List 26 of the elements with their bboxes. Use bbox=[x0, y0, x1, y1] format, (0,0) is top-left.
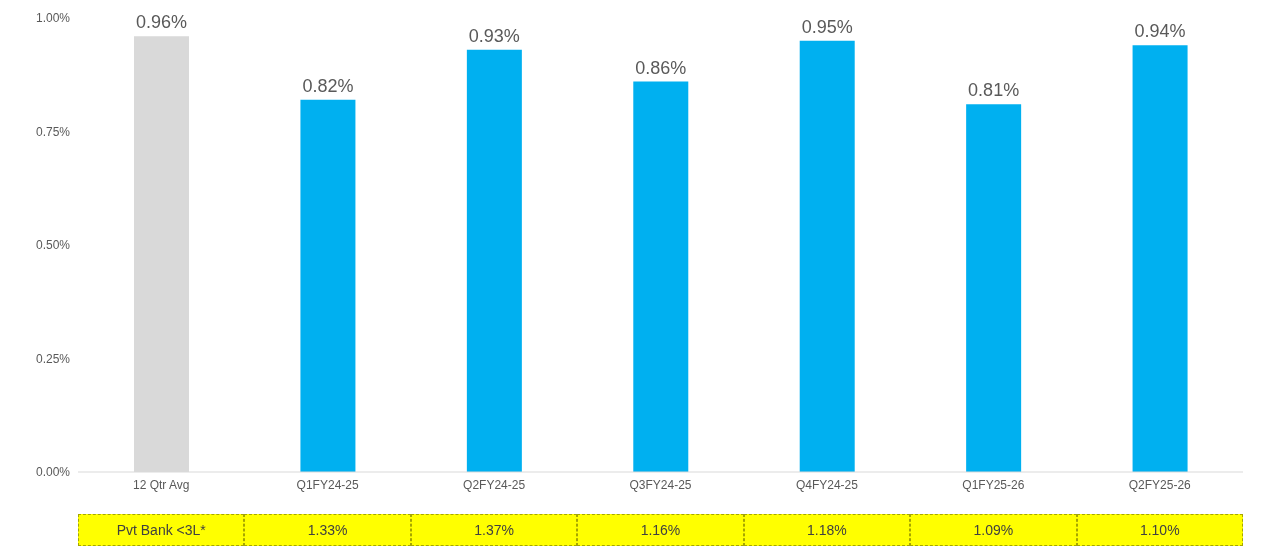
bar bbox=[1132, 45, 1188, 472]
data-label: 0.86% bbox=[635, 57, 687, 78]
y-tick-label: 1.00% bbox=[35, 11, 71, 26]
x-tick-label: Q1FY25-26 bbox=[962, 477, 1025, 492]
y-tick-label: 0.75% bbox=[35, 124, 71, 139]
x-tick-label: Q4FY24-25 bbox=[795, 477, 859, 492]
data-label: 0.82% bbox=[302, 75, 354, 96]
bar bbox=[633, 81, 689, 472]
table-row: Pvt Bank <3L* 1.33% 1.37% 1.16% 1.18% 1.09% 1.10% bbox=[78, 514, 1243, 546]
y-tick-label: 0.50% bbox=[35, 238, 71, 253]
bar bbox=[799, 40, 855, 472]
x-tick-label: Q2FY25-26 bbox=[1128, 477, 1192, 492]
data-label: 0.93% bbox=[468, 25, 520, 46]
x-tick-label: Q3FY24-25 bbox=[629, 477, 692, 492]
data-label: 0.95% bbox=[801, 16, 853, 37]
data-label: 0.81% bbox=[968, 80, 1020, 101]
bar bbox=[300, 99, 356, 472]
x-tick-label: 12 Qtr Avg bbox=[132, 477, 190, 492]
bar bbox=[966, 104, 1022, 472]
data-label: 0.94% bbox=[1134, 21, 1186, 42]
x-tick-label: Q2FY24-25 bbox=[463, 477, 526, 492]
bar bbox=[466, 49, 522, 472]
x-tick-label: Q1FY24-25 bbox=[296, 477, 359, 492]
data-label: 0.96% bbox=[135, 12, 188, 33]
y-tick-label: 0.25% bbox=[35, 351, 71, 366]
y-tick-label: 0.00% bbox=[35, 465, 71, 480]
